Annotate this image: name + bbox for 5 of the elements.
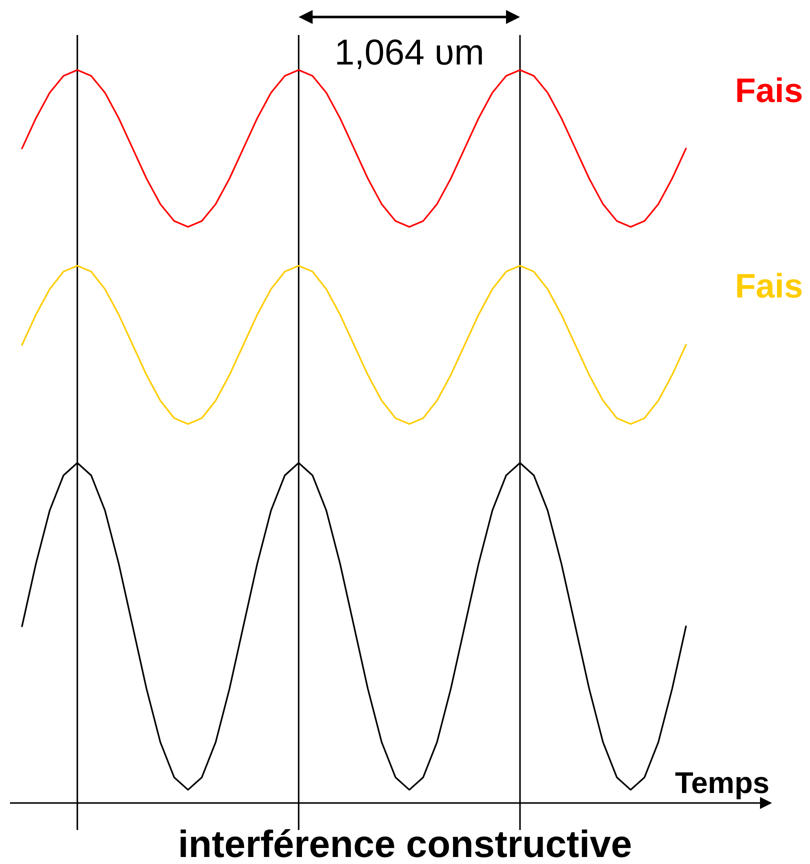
text: interférence constructive	[178, 824, 632, 864]
series-label: Fais	[735, 268, 804, 306]
x-axis-title: Temps	[675, 767, 770, 800]
annotation: 1,064 υm	[334, 32, 484, 73]
series-label: Fais	[735, 72, 804, 110]
